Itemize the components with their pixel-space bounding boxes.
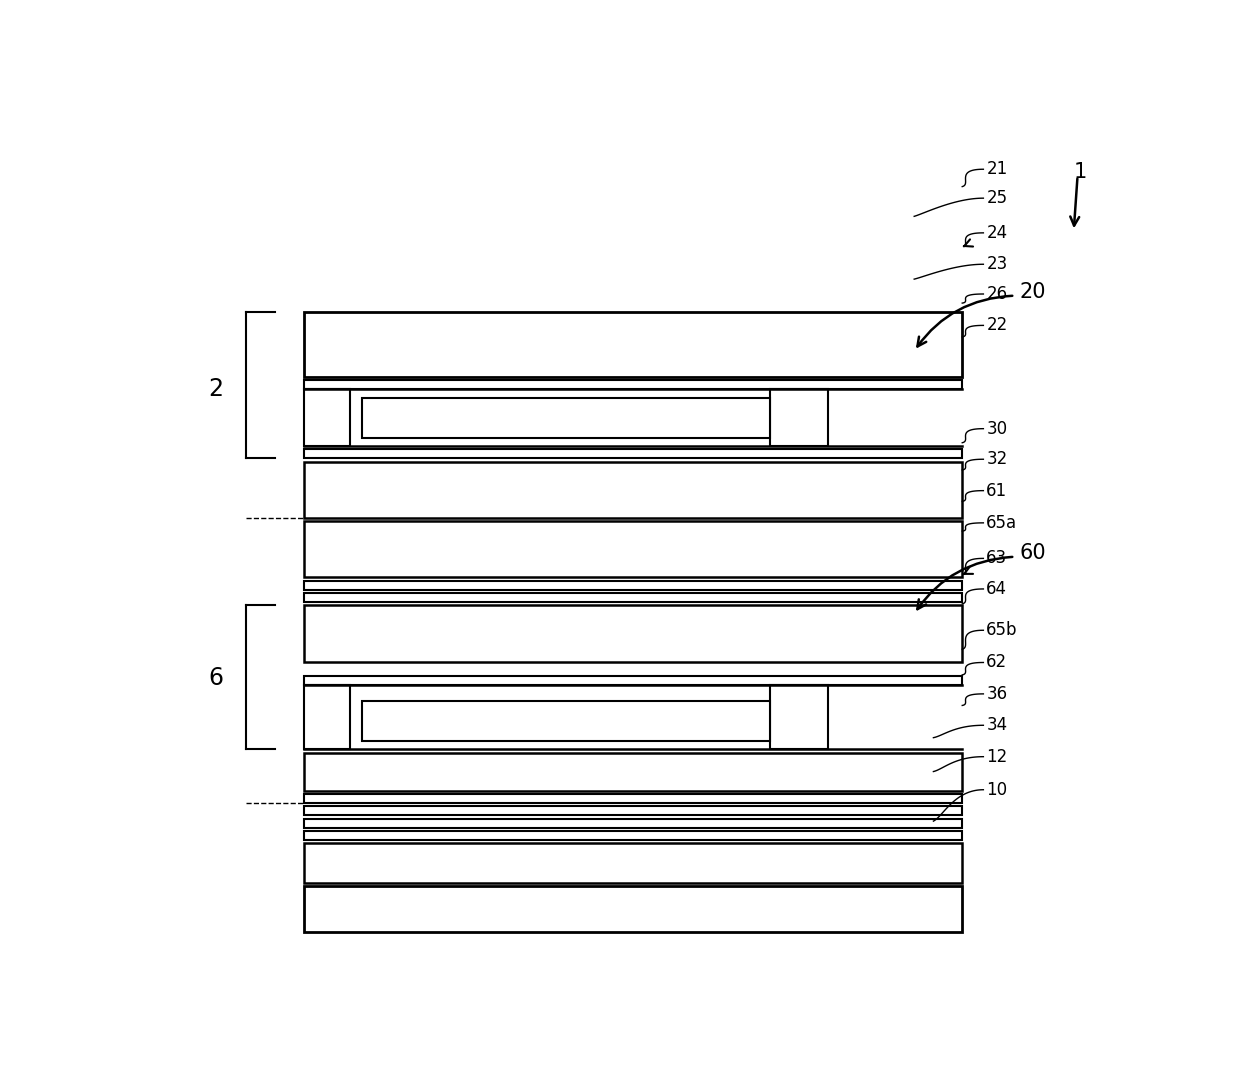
Text: 65b: 65b xyxy=(986,621,1018,640)
Text: 6: 6 xyxy=(208,666,223,690)
Bar xyxy=(362,398,770,438)
Text: 21: 21 xyxy=(986,160,1008,178)
Text: 30: 30 xyxy=(986,420,1007,438)
Text: 64: 64 xyxy=(986,580,1007,598)
Text: 65a: 65a xyxy=(986,514,1017,532)
Bar xyxy=(304,886,962,931)
Bar xyxy=(304,831,962,840)
Bar xyxy=(304,794,962,803)
Text: 32: 32 xyxy=(986,451,1008,468)
Text: 63: 63 xyxy=(986,549,1007,568)
Bar xyxy=(304,380,962,389)
Bar xyxy=(770,685,828,749)
Bar xyxy=(304,389,350,446)
Text: 10: 10 xyxy=(986,781,1007,798)
Text: 1: 1 xyxy=(1074,162,1087,181)
Bar xyxy=(304,312,962,377)
Bar xyxy=(770,389,828,446)
Bar xyxy=(304,819,962,827)
Bar xyxy=(304,450,962,458)
Bar xyxy=(304,843,962,883)
Bar xyxy=(304,752,962,791)
Bar xyxy=(304,461,962,518)
Bar xyxy=(304,676,962,685)
Text: 34: 34 xyxy=(986,717,1007,734)
Text: 2: 2 xyxy=(208,377,223,401)
Text: 25: 25 xyxy=(986,189,1007,207)
Bar xyxy=(304,521,962,577)
Text: 23: 23 xyxy=(986,255,1008,274)
Text: 61: 61 xyxy=(986,482,1007,500)
Bar xyxy=(304,806,962,815)
Bar xyxy=(304,593,962,602)
Text: 22: 22 xyxy=(986,317,1008,335)
Text: 36: 36 xyxy=(986,685,1007,703)
Bar xyxy=(304,605,962,662)
Bar xyxy=(304,580,962,590)
Text: 20: 20 xyxy=(1019,281,1047,302)
Bar xyxy=(362,702,770,741)
Text: 60: 60 xyxy=(1019,543,1047,562)
Text: 12: 12 xyxy=(986,748,1008,766)
Text: 26: 26 xyxy=(986,285,1007,303)
Text: 62: 62 xyxy=(986,653,1007,672)
Text: 24: 24 xyxy=(986,224,1007,241)
Bar xyxy=(304,685,350,749)
